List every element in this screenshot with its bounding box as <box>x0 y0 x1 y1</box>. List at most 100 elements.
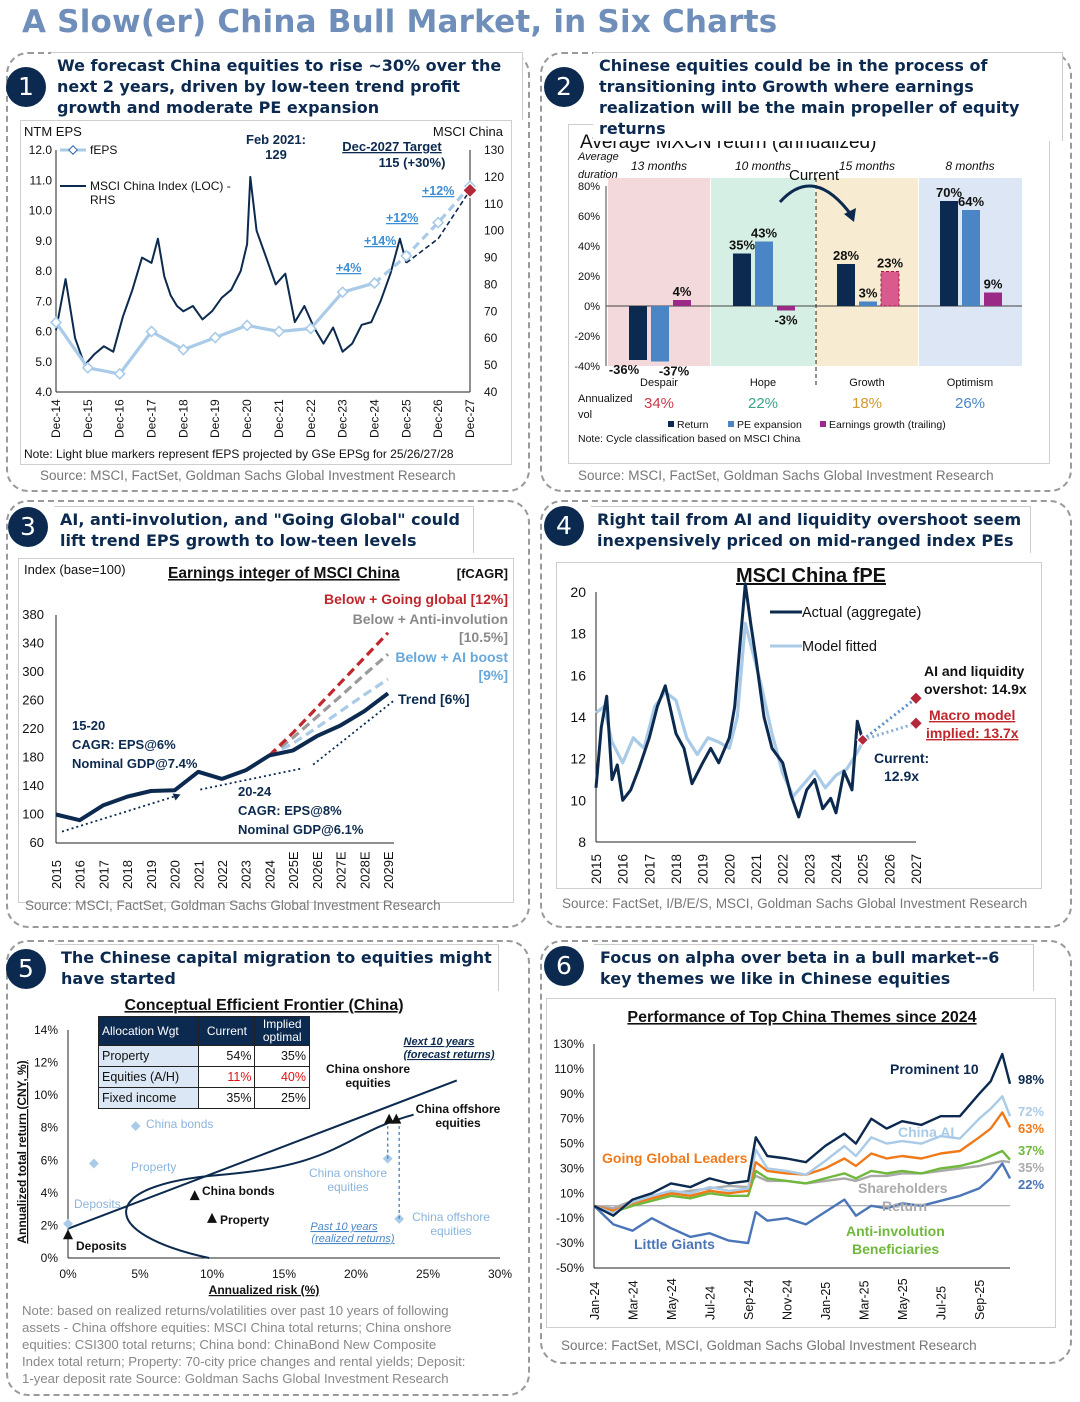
chart3-title: Earnings integer of MSCI China <box>168 565 400 582</box>
chart6-ytick: 130% <box>553 1037 584 1051</box>
chart3-xtick: 2026E <box>310 851 325 889</box>
chart4-ytick: 12 <box>570 751 586 767</box>
chart2-category: Optimism <box>947 377 993 389</box>
chart2-ytick: 40% <box>578 241 600 253</box>
table-header-current: Current <box>198 1016 256 1046</box>
chart2-note: Note: Cycle classification based on MSCI… <box>578 433 801 445</box>
chart6-xtick: Jan-24 <box>588 1282 602 1320</box>
chart5-ytick: 8% <box>41 1121 59 1135</box>
chart1-feps-marker <box>145 325 158 338</box>
chart5-label-future: China offshore <box>416 1102 501 1116</box>
note-line: equities: CSI300 total returns; China bo… <box>22 1337 437 1352</box>
panel-5 <box>6 940 530 1396</box>
chart3-xtick: 2024 <box>262 860 277 889</box>
chart1-ytick-left: 11.0 <box>30 173 53 187</box>
chart1-ytick-left: 12.0 <box>29 143 53 157</box>
chart3-ytick: 100 <box>22 807 44 822</box>
chart1-ytick-right: 130 <box>484 143 504 157</box>
chart1-feps-marker <box>49 316 63 329</box>
table-header-alloc: Allocation Wgt <box>97 1016 200 1046</box>
chart6-ytick: 90% <box>560 1087 584 1101</box>
chart4-ytick: 14 <box>570 709 586 725</box>
chart1-xtick: Dec-15 <box>81 399 95 438</box>
chart1-xtick: Dec-21 <box>272 399 286 438</box>
chart2-ytick: 80% <box>578 181 600 193</box>
chart3-corner: [fCAGR] <box>457 566 508 581</box>
chart2-ytick: -20% <box>574 331 600 343</box>
chart2-bar-label: 64% <box>958 194 984 209</box>
panel-6-source: Source: FactSet, MSCI, Goldman Sachs Glo… <box>561 1338 977 1353</box>
chart5-label-past: China bonds <box>146 1117 213 1131</box>
chart4-annot-overshoot-value: overshot: 14.9x <box>924 681 1027 697</box>
chart4-projection-marker <box>908 691 924 706</box>
chart5-xtick: 15% <box>272 1267 296 1281</box>
chart6-end-label: 35% <box>1018 1160 1044 1175</box>
chart1-ytick-right: 50 <box>484 358 498 372</box>
chart3-xtick: 2016 <box>73 860 88 889</box>
chart5-xtick: 5% <box>131 1267 149 1281</box>
table-row-equities-current: 11% <box>198 1066 256 1088</box>
chart1-left-axis-label: NTM EPS <box>24 124 82 139</box>
chart6-xtick: May-24 <box>665 1278 679 1320</box>
chart2-category: Hope <box>750 377 776 389</box>
chart2-legend-swatch <box>728 421 734 427</box>
chart2-bar-label: -37% <box>659 364 690 379</box>
chart3-annot: Nominal GDP@6.1% <box>238 822 364 837</box>
chart5-label-future: China onshore <box>326 1062 410 1076</box>
panel-2-source: Source: MSCI, FactSet, Goldman Sachs Glo… <box>578 468 994 483</box>
chart5-title: Conceptual Efficient Frontier (China) <box>124 997 403 1014</box>
chart3-ytick: 60 <box>30 835 44 850</box>
panel-4-source: Source: FactSet, I/B/E/S, MSCI, Goldman … <box>562 896 1028 911</box>
chart1-ytick-left: 7.0 <box>35 294 52 308</box>
chart3-xtick: 2027E <box>334 851 349 889</box>
chart4-box <box>556 562 1042 889</box>
chart2-vol-label-2: vol <box>578 409 592 421</box>
panel-4-heading: Right tail from AI and liquidity oversho… <box>591 506 1031 553</box>
chart3-annot: Nominal GDP@7.4% <box>72 756 198 771</box>
chart4-annot-macro: Macro model <box>929 707 1015 723</box>
chart6-xtick: Nov-24 <box>781 1280 795 1320</box>
panel-2-heading: Chinese equities could be in the process… <box>593 52 1063 141</box>
chart5-label-future: equities <box>435 1116 481 1130</box>
chart5-ytick: 0% <box>41 1251 59 1265</box>
chart5-ytick: 12% <box>34 1056 58 1070</box>
chart6-label-return: Return <box>882 1198 927 1214</box>
chart3-trend-1520-head <box>172 793 181 801</box>
note-line: assets - China offshore equities: MSCI C… <box>22 1320 452 1335</box>
chart5-label-past: Deposits <box>74 1197 121 1211</box>
chart1-xtick: Dec-17 <box>145 399 159 438</box>
chart3-annot: CAGR: EPS@8% <box>238 803 342 818</box>
chart1-feps-line <box>54 281 375 376</box>
chart5-frontier-curve <box>125 1113 414 1259</box>
chart1-ytick-left: 10.0 <box>29 204 53 218</box>
chart4-xtick: 2022 <box>776 854 791 884</box>
chart2-bar <box>962 210 980 306</box>
chart5-xtick: 30% <box>488 1267 512 1281</box>
chart4-projection-line <box>862 721 917 742</box>
chart2-bar-label: -36% <box>609 362 640 377</box>
chart3-legend-trend: Trend [6%] <box>398 691 470 707</box>
chart2-category: Despair <box>640 377 678 389</box>
chart5-label-past: China onshore <box>309 1166 387 1180</box>
chart2-vol-label: Annualized <box>578 393 632 405</box>
chart6-label-prominent: Prominent 10 <box>890 1061 979 1077</box>
chart5-ytick: 4% <box>41 1186 59 1200</box>
chart1-xtick: Dec-22 <box>304 399 318 438</box>
chart2-ylabel-1: Average <box>577 151 619 163</box>
chart3-xtick: 2017 <box>96 860 111 889</box>
chart1-legend-feps: fEPS <box>90 143 117 157</box>
chart1-annot-target: Dec-2027 Target <box>342 139 442 154</box>
chart2-bar <box>777 306 795 311</box>
panel-3-heading: AI, anti-involution, and "Going Global" … <box>54 506 474 553</box>
chart1-xtick: Dec-20 <box>240 399 254 438</box>
chart6-xtick: Mar-24 <box>627 1280 641 1320</box>
chart3-xtick: 2029E <box>381 851 396 889</box>
chart6-end-label: 63% <box>1018 1121 1044 1136</box>
chart1-right-axis-label: MSCI China <box>433 124 504 139</box>
table-row-fixed-current: 35% <box>198 1087 256 1109</box>
chart1-ytick-right: 100 <box>484 224 504 238</box>
chart6-xtick: Sep-25 <box>973 1280 987 1320</box>
chart4-xtick: 2015 <box>589 854 604 884</box>
chart4-ytick: 20 <box>570 584 586 600</box>
chart2-bar <box>733 253 751 306</box>
